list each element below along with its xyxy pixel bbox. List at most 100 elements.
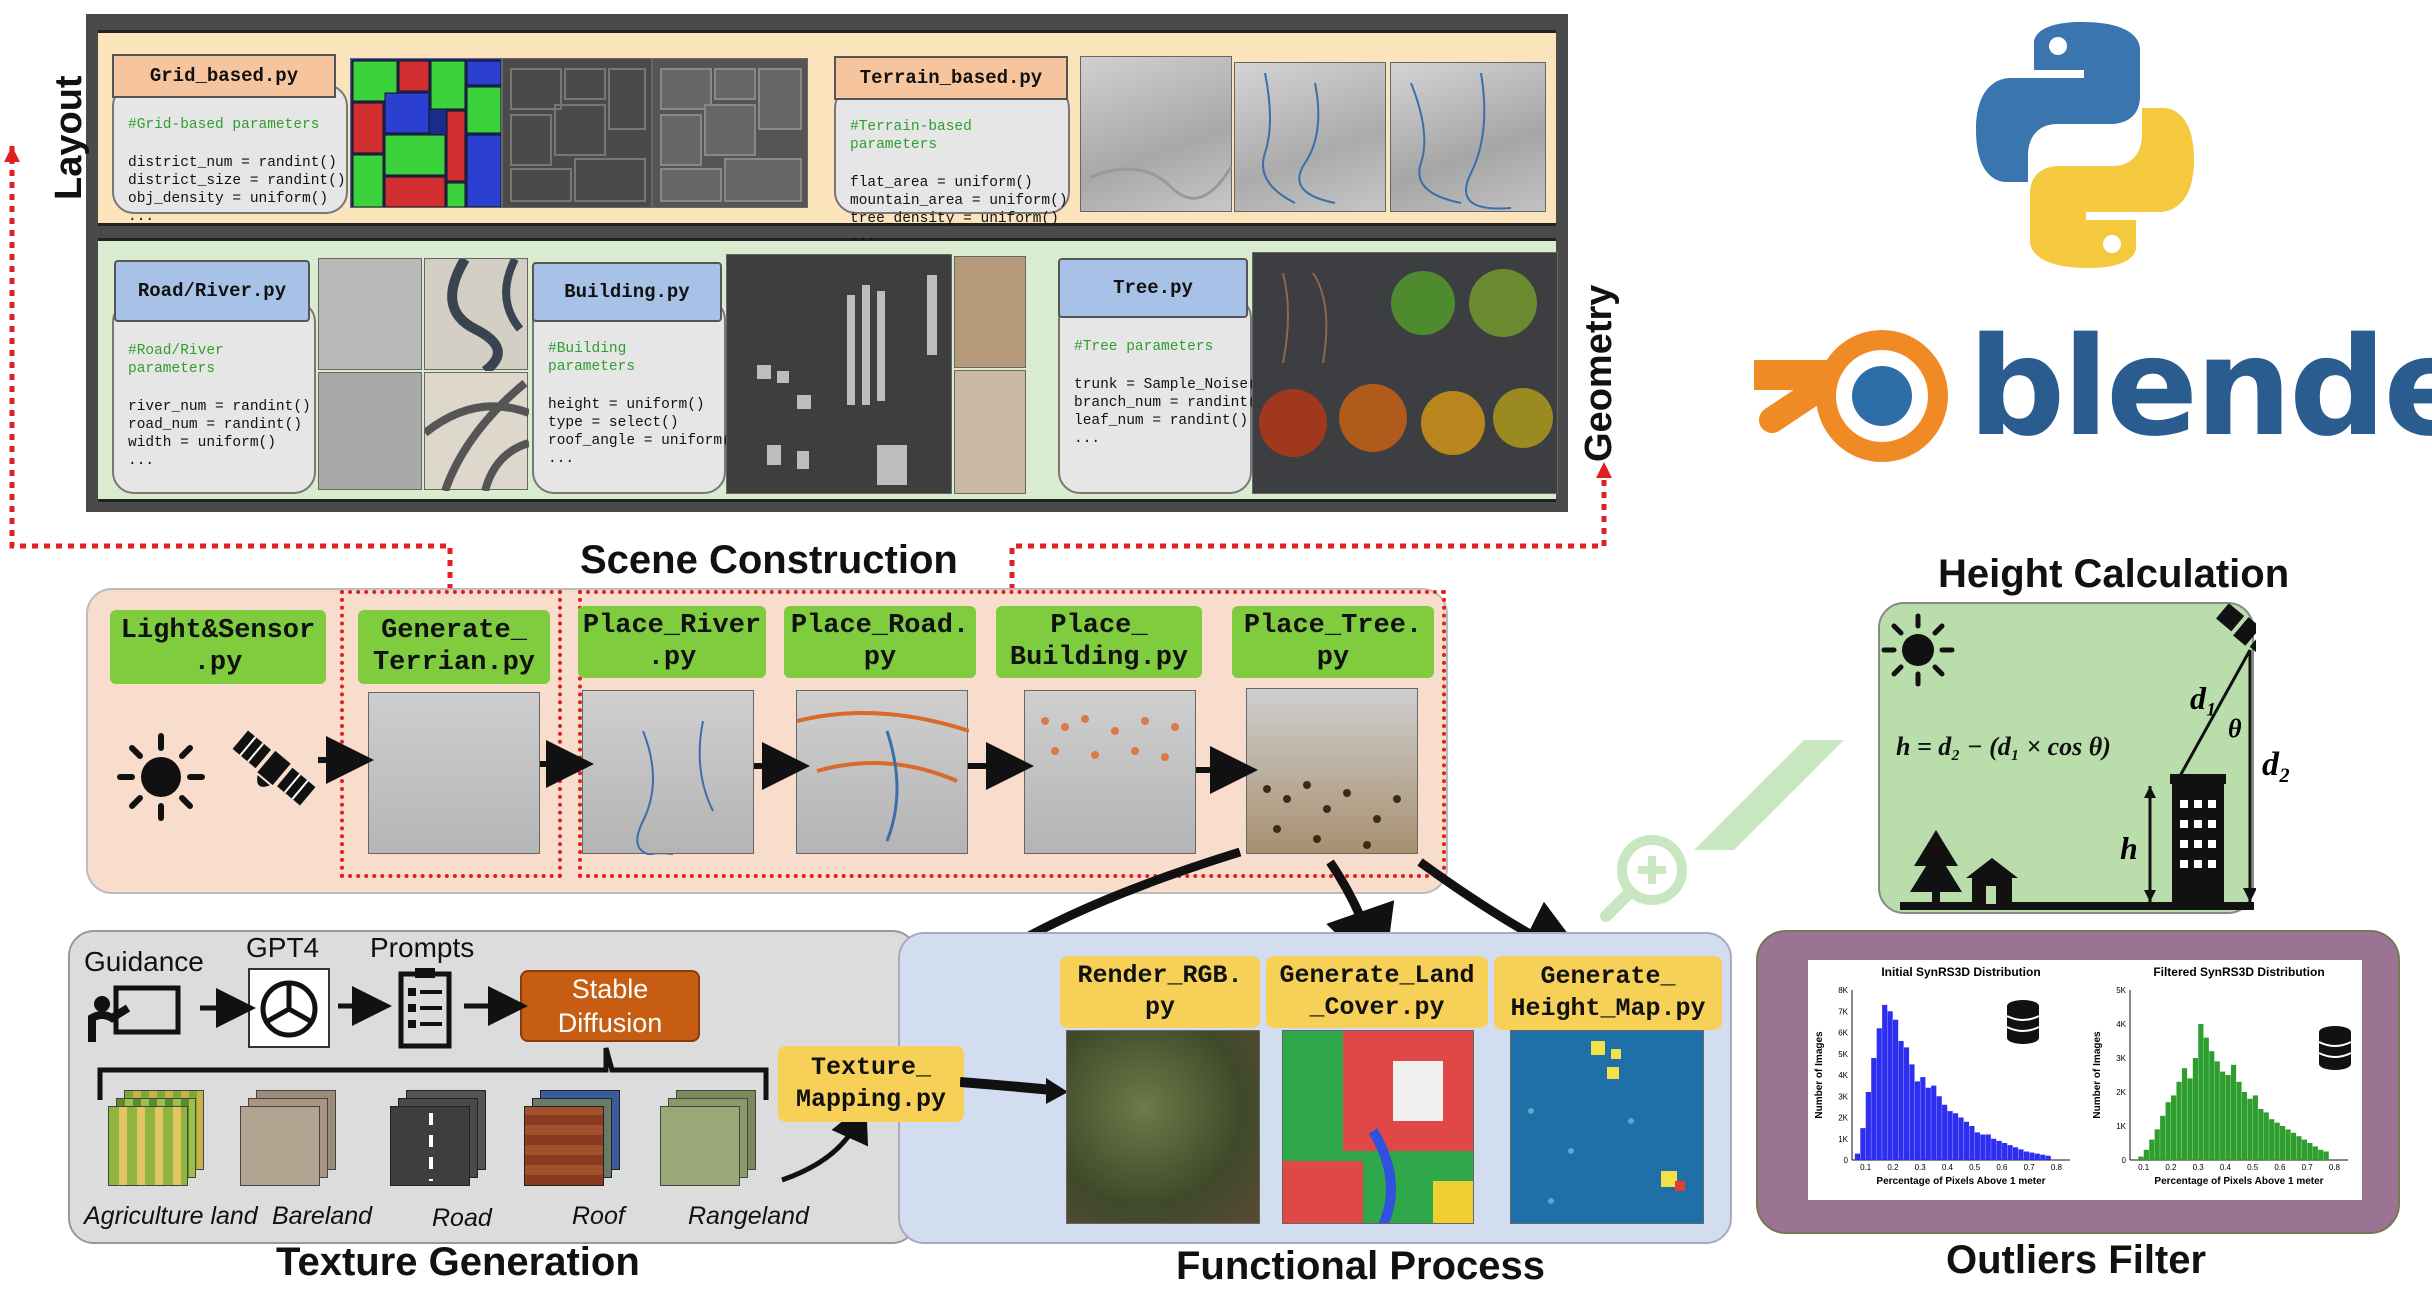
guidance-label: Guidance [84, 946, 204, 977]
blender-logo: blender [1752, 300, 2432, 480]
histogram-bar [2192, 1058, 2198, 1160]
terrain-file-tag: Terrain_based.py [834, 56, 1068, 100]
road-texture-stack [390, 1090, 486, 1186]
histogram-bar [2176, 1081, 2182, 1160]
histogram-bar [1882, 1004, 1888, 1160]
generate-terrain-label: Generate_ Terrian.py [372, 616, 536, 678]
y-tick-label: 1K [1838, 1135, 1848, 1144]
histogram-bar [2323, 1151, 2329, 1160]
histogram-bar [1963, 1121, 1970, 1160]
y-tick-label: 5K [1838, 1050, 1848, 1059]
x-tick-label: 0.3 [2193, 1163, 2205, 1172]
histogram-bar [1947, 1111, 1953, 1160]
histogram-bar [1909, 1064, 1915, 1160]
height-formula: h = d₂ − (d₁ × cos θ) [1896, 732, 2111, 761]
histogram-bar [1854, 1153, 1861, 1160]
x-tick-label: 0.6 [2274, 1163, 2286, 1172]
python-logo [1950, 10, 2220, 280]
histogram-bar [1936, 1096, 1942, 1160]
histogram-bar [1871, 1058, 1877, 1160]
building-line-1: height = uniform() [548, 397, 705, 413]
terrain-comment: #Terrain-based parameters [850, 119, 972, 153]
building-code-card: #Building parameters height = uniform() … [532, 298, 739, 494]
theta-label: θ [2228, 714, 2242, 743]
road-file-tag: Road/River.py [114, 260, 310, 322]
y-tick-label: 1K [2116, 1122, 2126, 1131]
x-tick-label: 0.4 [2220, 1163, 2232, 1172]
terrain-line-2: mountain_area = uniform() [850, 193, 1068, 209]
histogram-bar [2247, 1098, 2253, 1160]
histogram-bar [2280, 1126, 2286, 1160]
histogram-bar [1887, 1011, 1893, 1160]
terrain-image-2 [1234, 62, 1386, 212]
rangeland-texture-stack [660, 1090, 756, 1186]
guidance-icon [88, 984, 184, 1042]
scene-construction-title: Scene Construction [580, 538, 958, 582]
river-step-image [582, 690, 754, 857]
x-tick-label: 0.2 [2165, 1163, 2177, 1172]
placement-steps-highlight [578, 590, 1446, 878]
y-tick-label: 7K [1838, 1007, 1848, 1016]
histogram-bar [2318, 1149, 2324, 1160]
x-tick-label: 0.5 [2247, 1163, 2259, 1172]
histogram-bar [2263, 1112, 2269, 1160]
terrain-image-3 [1390, 62, 1546, 212]
histogram-bar [2274, 1122, 2280, 1160]
tree-code-card: #Tree parameters trunk = Sample_Noise() … [1058, 296, 1266, 494]
x-tick-label: 0.7 [2024, 1163, 2036, 1172]
histogram-bar [2269, 1119, 2275, 1160]
histogram-bar [2209, 1051, 2215, 1160]
zoom-in-icon [1594, 720, 1854, 940]
histogram-bar [2040, 1154, 2046, 1160]
road-line-3: width = uniform() [128, 435, 276, 451]
histogram-bar [1865, 1092, 1871, 1160]
tree-line-3: leaf_num = randint() [1074, 413, 1249, 429]
histogram-bar [2312, 1146, 2318, 1160]
histogram-bar [1903, 1047, 1910, 1160]
histogram-bar [2138, 1156, 2144, 1160]
chart-title: Filtered SynRS3D Distribution [2153, 965, 2324, 979]
histogram-bar [2214, 1061, 2220, 1160]
terrain-step-image [368, 692, 540, 854]
height-panel: h = d₂ − (d₁ × cos θ) d₁ θ d₂ h [1878, 602, 2291, 914]
road-texture-image [422, 372, 531, 493]
histogram-bar [2236, 1081, 2242, 1160]
y-tick-label: 2K [2116, 1088, 2126, 1097]
histogram-bar [1860, 1128, 1866, 1160]
filtered-distribution-chart: Filtered SynRS3D Distribution 0 1K 2K 3K 4K 5K… [2092, 965, 2348, 1187]
histogram-bar [2203, 1037, 2209, 1160]
y-tick-label: 8K [1838, 986, 1848, 995]
prompts-label: Prompts [370, 932, 475, 963]
dotted-connectors [4, 146, 1612, 590]
d1-label: d₁ [2190, 680, 2218, 716]
tree-line-1: trunk = Sample_Noise() [1074, 377, 1266, 393]
river-texture-image-1 [424, 256, 528, 376]
initial-distribution-chart: Initial SynRS3D Distribution 0 1K 2K 3K 4K 5K 6… [1814, 965, 2070, 1187]
place-tree-label: Place_Tree. py [1243, 611, 1423, 673]
road-label: Road [432, 1204, 492, 1232]
y-tick-label: 3K [2116, 1054, 2126, 1063]
building-line-4: ... [548, 451, 575, 467]
y-axis-label: Number of Images [1814, 1031, 1825, 1119]
histogram-bar [1952, 1113, 1959, 1160]
x-tick-label: 0.2 [1887, 1163, 1899, 1172]
histogram-bar [1996, 1140, 2002, 1160]
bareland-label: Bareland [272, 1202, 373, 1230]
rangeland-label: Rangeland [688, 1202, 809, 1230]
y-tick-label: 0 [1844, 1156, 1849, 1165]
texture-flow-arrows [97, 986, 869, 1183]
river-heightmap-image-2 [318, 372, 422, 490]
render-rgb-label: Render_RGB. py [1077, 961, 1243, 1022]
histogram-bar [2301, 1139, 2307, 1160]
histogram-bar [2160, 1115, 2166, 1160]
grid-file-tag: Grid_based.py [112, 54, 336, 98]
building-scene-image [726, 254, 952, 494]
grid-line-1: district_num = randint() [128, 155, 337, 171]
chart-title: Initial SynRS3D Distribution [1881, 965, 2040, 979]
tree-models-image [1252, 252, 1558, 494]
tree-line-4: ... [1074, 431, 1101, 447]
place-river-label: Place_River .py [582, 611, 762, 673]
tree-step-image [1246, 688, 1418, 854]
place-tree-step: Place_Tree. py [1232, 606, 1434, 678]
river-heightmap-image-1 [318, 258, 422, 370]
